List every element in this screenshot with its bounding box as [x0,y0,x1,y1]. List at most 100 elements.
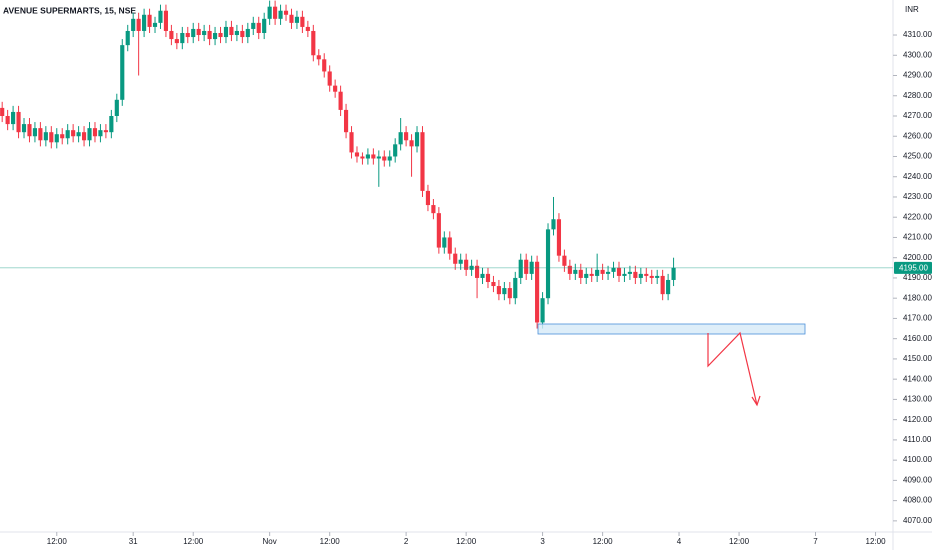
y-tick-label: 4140.00 [903,374,932,383]
candle-body [65,130,70,139]
candle-body [398,132,403,145]
candle-body [223,26,229,38]
last-price-box [894,261,932,274]
candle-body [180,32,185,44]
candle-body [540,298,545,323]
candle-body [207,30,212,40]
candle-body [191,28,196,38]
candle-body [21,124,27,133]
x-tick-label: 3 [540,537,545,546]
candle-body [638,273,643,278]
candle-body [338,91,343,110]
x-tick-label: 12:00 [183,537,204,546]
candle-body [16,111,21,133]
candle-body [196,28,201,36]
candle-body [578,269,583,278]
y-tick-label: 4300.00 [903,50,932,59]
candle-body [218,32,223,38]
candle-body [54,134,59,143]
candle-body [136,18,141,31]
candle-body [229,26,234,36]
last-price-label: 4195.00 [899,263,928,272]
candle-body [109,115,114,133]
candle-body [0,107,5,116]
candle-body [234,30,239,36]
candle-body [611,267,616,272]
candle-body [43,132,48,141]
y-tick-label: 4310.00 [903,30,932,39]
candle-body [529,261,534,274]
candle-body [524,259,529,274]
candle-body [5,115,10,125]
candle-body [376,156,381,159]
y-tick-label: 4150.00 [903,354,932,363]
candle-body [273,6,278,19]
y-tick-label: 4240.00 [903,172,932,181]
candle-body [142,14,147,31]
candle-body [283,10,289,15]
candle-body [300,16,305,27]
candle-body [387,156,392,161]
candle-body [327,71,332,86]
candle-body [354,152,360,157]
candle-body [49,132,54,143]
y-tick-label: 4220.00 [903,212,932,221]
candle-body [294,16,300,23]
candle-body [551,219,556,230]
y-tick-label: 4280.00 [903,91,932,100]
y-tick-label: 4170.00 [903,314,932,323]
candle-body [556,219,562,256]
candle-body [562,255,567,266]
x-tick-label: Nov [263,537,277,546]
x-tick-label: 12:00 [593,537,614,546]
candle-body [185,32,190,38]
candle-body [513,277,518,299]
candle-body [174,39,179,44]
y-tick-label: 4210.00 [903,233,932,242]
candle-body [169,30,174,40]
candle-body [442,237,447,248]
x-tick-label: 12:00 [866,537,887,546]
candle-body [595,269,600,276]
candle-body [262,18,267,33]
y-tick-label: 4250.00 [903,152,932,161]
candle-body [616,267,622,276]
candle-body [11,111,16,125]
candle-body [81,132,87,141]
x-tick-label: 12:00 [47,537,68,546]
chart-title: AVENUE SUPERMARTS, 15, NSE [3,5,136,15]
candle-body [649,275,654,278]
candle-body [431,205,436,214]
candle-body [535,261,540,323]
y-tick-label: 4110.00 [903,435,932,444]
candle-body [485,273,491,282]
candle-body [267,6,272,19]
candle-body [92,128,98,137]
candle-body [125,30,130,46]
candle-body [32,128,38,137]
candle-body [518,259,523,278]
candle-body [458,259,463,264]
candle-body [256,22,261,33]
x-tick-label: 12:00 [456,537,477,546]
y-tick-label: 4100.00 [903,455,932,464]
x-tick-label: 31 [129,537,138,546]
y-tick-label: 4290.00 [903,71,932,80]
y-tick-label: 4190.00 [903,273,932,282]
x-tick-label: 12:00 [320,537,341,546]
candle-body [436,213,441,248]
candle-body [289,14,294,23]
candle-body [420,132,425,191]
y-tick-label: 4080.00 [903,496,932,505]
candle-body [245,28,250,38]
candle-body [27,124,32,137]
candle-body [212,32,218,40]
y-tick-label: 4120.00 [903,415,932,424]
candle-body [251,22,256,29]
candle-body [474,265,480,278]
candle-body [316,55,321,60]
x-tick-label: 12:00 [729,537,750,546]
currency-label: INR [905,5,919,14]
candle-body [600,269,605,274]
